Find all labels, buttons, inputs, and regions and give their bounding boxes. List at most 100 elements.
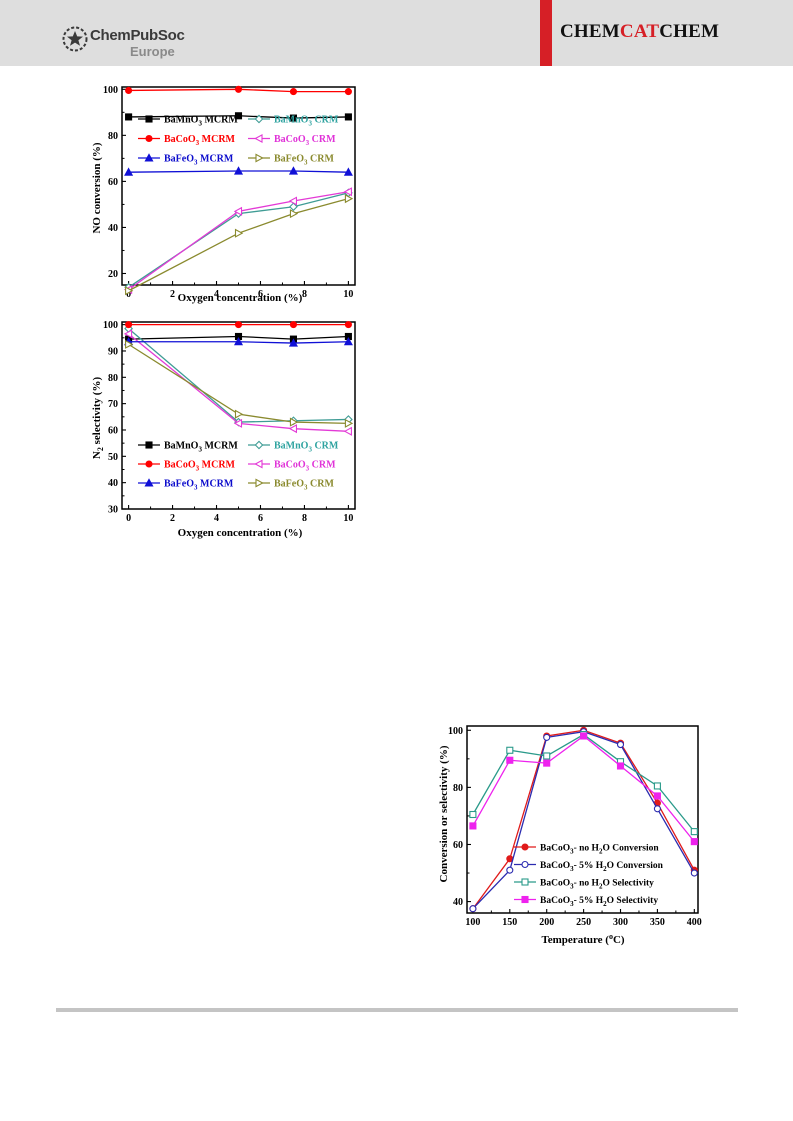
temperature-data-point — [653, 792, 661, 800]
temperature-data-point — [653, 805, 661, 813]
n2-selectivity-data-point — [123, 329, 133, 339]
temperature-legend-label: BaCoO3- no H2O Selectivity — [540, 879, 654, 891]
n2-selectivity-data-point — [234, 409, 244, 419]
n2-selectivity-series-line-5 — [128, 341, 349, 344]
n2-selectivity-series-line-2 — [128, 328, 349, 423]
no-conversion-x-tick-label: 10 — [343, 289, 353, 300]
n2-selectivity-data-point — [343, 337, 353, 346]
n2-selectivity-y-axis-label-sub: 2 — [96, 447, 105, 451]
no-conversion-legend-label: BaFeO3 CRM — [274, 154, 334, 167]
no-conversion-data-point — [289, 88, 298, 96]
journal-title: CHEMCATCHEM — [560, 21, 719, 43]
no-conversion-data-point — [125, 86, 133, 95]
n2-selectivity-y-tick-label: 40 — [108, 478, 118, 489]
no-conversion-legend-marker — [145, 134, 153, 143]
temperature-data-point — [690, 838, 698, 846]
temperature-x-axis-label-sup: o — [609, 932, 613, 941]
n2-selectivity-data-point — [288, 338, 298, 347]
n2-selectivity-data-point — [288, 424, 298, 434]
temperature-x-tick-label: 300 — [613, 917, 628, 928]
temperature-data-point — [506, 746, 514, 754]
no-conversion-data-point — [125, 113, 133, 121]
no-conversion-data-point — [289, 209, 299, 219]
n2-selectivity-data-point — [234, 321, 243, 329]
n2-selectivity-legend-label: BaCoO3 CRM — [274, 460, 336, 473]
n2-selectivity-y-tick-label: 100 — [103, 320, 118, 331]
no-conversion-data-point — [234, 228, 244, 238]
no-conversion-data-point — [288, 166, 298, 175]
temperature-x-tick-label: 150 — [502, 917, 517, 928]
no-conversion-y-tick-label: 100 — [103, 85, 118, 96]
no-conversion-data-point — [289, 202, 298, 212]
no-conversion-data-point — [343, 167, 353, 176]
temperature-legend-label: BaCoO3- no H2O Conversion — [540, 844, 659, 856]
no-conversion-data-point — [125, 286, 134, 296]
temperature-data-point — [543, 759, 551, 767]
no-conversion-y-axis-label: NO conversion (%) — [91, 142, 103, 233]
temperature-data-point — [543, 752, 551, 760]
n2-selectivity-y-axis-label-main: N — [91, 451, 103, 459]
no-conversion-data-point — [344, 113, 352, 121]
n2-selectivity-legend-marker — [144, 478, 154, 487]
n2-selectivity-legend-label: BaMnO3 MCRM — [164, 441, 238, 454]
n2-selectivity-x-tick-label: 4 — [214, 513, 219, 524]
no-conversion-data-point — [343, 187, 352, 197]
n2-selectivity-plot-area: 0 2 4 6 8 10 30 40 50 60 70 80 90 100 BaMnO3 MCRM BaMnO… — [103, 320, 356, 524]
no-conversion-x-tick-label: 6 — [258, 289, 263, 300]
no-conversion-data-point — [234, 85, 243, 93]
temperature-plot-frame — [466, 725, 699, 914]
publisher-name: ChemPubSoc — [90, 27, 185, 44]
no-conversion-y-tick-label: 40 — [108, 223, 118, 234]
n2-selectivity-y-tick-label: 90 — [108, 346, 118, 357]
n2-selectivity-legend-marker — [254, 459, 263, 469]
no-conversion-data-point — [234, 112, 243, 120]
n2-selectivity-data-point — [233, 337, 244, 346]
n2-selectivity-legend-label: BaFeO3 CRM — [274, 479, 334, 492]
n2-selectivity-x-tick-label: 0 — [126, 513, 131, 524]
n2-selectivity-y-axis-label: N2 selectivity (%) — [91, 377, 105, 460]
no-conversion-legend-marker — [144, 153, 154, 162]
temperature-plot-area: 100 150 200 250 300 350 400 40 60 80 100 BaCoO3- no… — [448, 725, 702, 928]
footer-divider — [56, 1008, 738, 1012]
no-conversion-legend-marker — [255, 153, 264, 163]
n2-selectivity-legend-label: BaCoO3 MCRM — [164, 460, 236, 473]
temperature-x-tick-label: 350 — [650, 917, 665, 928]
temperature-x-axis-label: Temperature (oC) — [541, 932, 624, 946]
temperature-y-tick-label: 40 — [453, 897, 463, 908]
no-conversion-series-line-3 — [128, 88, 349, 93]
temperature-series-line-4 — [472, 735, 695, 843]
temperature-y-tick-label: 60 — [453, 840, 463, 851]
temperature-legend-marker — [521, 843, 529, 851]
n2-selectivity-legend-marker — [254, 440, 264, 450]
journal-header: ChemPubSoc Europe CHEMCATCHEM — [0, 0, 793, 66]
temperature-data-point — [506, 866, 514, 874]
no-conversion-y-tick-label: 20 — [108, 269, 118, 280]
no-conversion-x-tick-label: 8 — [302, 289, 307, 300]
no-conversion-series-line-5 — [128, 170, 349, 173]
temperature-legend-marker — [521, 860, 529, 869]
temperature-series-line-3 — [472, 733, 695, 833]
temperature-y-axis-label: Conversion or selectivity (%) — [438, 745, 450, 882]
temperature-legend-marker — [521, 878, 529, 886]
no-conversion-data-point — [288, 196, 298, 206]
no-conversion-data-point — [344, 88, 352, 96]
temperature-data-point — [616, 762, 625, 770]
n2-selectivity-legend-marker — [145, 460, 153, 468]
no-conversion-legend-marker — [254, 133, 263, 144]
temperature-data-point — [616, 741, 625, 749]
publisher-region: Europe — [130, 44, 175, 59]
temperature-y-tick-label: 100 — [448, 726, 463, 737]
no-conversion-legend-label: BaMnO3 MCRM — [164, 115, 238, 128]
n2-selectivity-y-tick-label: 30 — [108, 505, 118, 516]
temperature-legend-marker — [521, 895, 529, 904]
n2-selectivity-data-point — [344, 321, 352, 329]
n2-selectivity-y-tick-label: 50 — [108, 452, 118, 463]
n2-selectivity-y-axis-label-suffix: selectivity (%) — [91, 377, 103, 448]
temperature-x-tick-label: 400 — [687, 917, 702, 928]
no-conversion-chart: 0 2 4 6 8 10 20 40 60 80 100 BaMnO3 MCRM BaMnO3 CRM B… — [91, 85, 356, 304]
no-conversion-legend-marker — [145, 115, 153, 123]
temperature-data-point — [543, 733, 551, 741]
journal-title-part-2: CAT — [619, 21, 660, 42]
n2-selectivity-series-line-6 — [128, 343, 349, 425]
n2-selectivity-legend-label: BaFeO3 MCRM — [164, 479, 234, 492]
